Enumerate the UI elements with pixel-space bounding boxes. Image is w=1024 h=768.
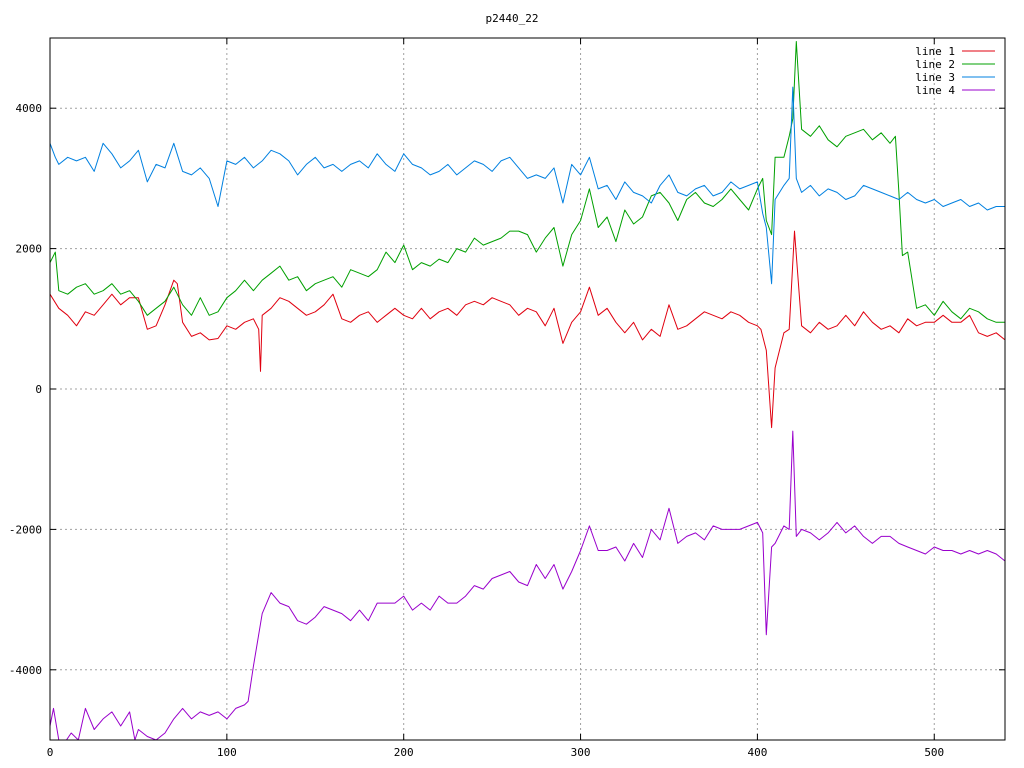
axis-ticks: 0 100 200 300 400 500 -4000 -2000 0 2000 4000 — [9, 38, 1005, 759]
x-tick-label: 0 — [47, 746, 54, 759]
grid-lines — [49, 38, 1005, 740]
x-tick-label: 400 — [747, 746, 767, 759]
legend-label-4: line 4 — [915, 84, 955, 97]
plot-frame — [49, 37, 1006, 741]
series-line-3 — [50, 86, 1005, 285]
y-tick-label: -4000 — [9, 664, 42, 677]
legend-label-3: line 3 — [915, 71, 955, 84]
series-line-2 — [50, 41, 1005, 323]
x-tick-label: 500 — [924, 746, 944, 759]
x-tick-label: 200 — [394, 746, 414, 759]
x-tick-label: 100 — [217, 746, 237, 759]
legend-label-2: line 2 — [915, 58, 955, 71]
x-tick-label: 300 — [571, 746, 591, 759]
y-tick-label: 4000 — [16, 102, 43, 115]
chart-title: p2440_22 — [486, 12, 539, 25]
series-line-4 — [50, 430, 1005, 740]
series-line-1 — [50, 230, 1005, 429]
y-tick-label: 2000 — [16, 243, 43, 256]
legend-label-1: line 1 — [915, 45, 955, 58]
y-tick-label: 0 — [35, 383, 42, 396]
y-tick-label: -2000 — [9, 523, 42, 536]
series-group — [50, 41, 1005, 740]
